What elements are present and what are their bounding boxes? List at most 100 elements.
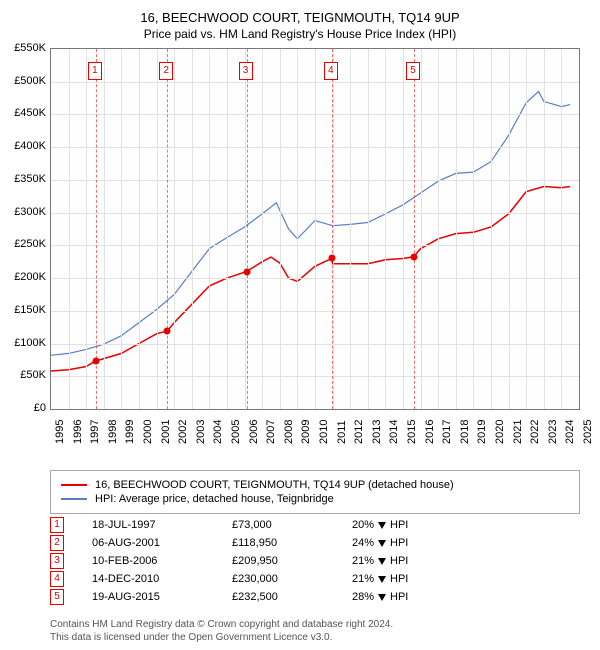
title-block: 16, BEECHWOOD COURT, TEIGNMOUTH, TQ14 9U… bbox=[0, 0, 600, 41]
gridline-v bbox=[438, 49, 439, 409]
x-tick-label: 2017 bbox=[441, 420, 453, 444]
plot-area bbox=[50, 48, 580, 410]
sales-row: 1 18-JUL-1997£73,00020% HPI bbox=[50, 516, 580, 534]
legend-label: HPI: Average price, detached house, Teig… bbox=[95, 493, 334, 505]
y-tick-label: £100K bbox=[2, 337, 46, 349]
gridline-v bbox=[491, 49, 492, 409]
gridline-v bbox=[544, 49, 545, 409]
gridline-v bbox=[262, 49, 263, 409]
x-tick-label: 2021 bbox=[512, 420, 524, 444]
y-tick-label: £0 bbox=[2, 402, 46, 414]
arrow-down-icon bbox=[378, 576, 386, 583]
gridline-v bbox=[333, 49, 334, 409]
title-subtitle: Price paid vs. HM Land Registry's House … bbox=[0, 27, 600, 41]
gridline-v bbox=[280, 49, 281, 409]
x-tick-label: 2025 bbox=[582, 420, 594, 444]
gridline-v bbox=[69, 49, 70, 409]
sales-row: 310-FEB-2006£209,95021% HPI bbox=[50, 552, 580, 570]
sale-vline bbox=[247, 49, 248, 409]
sale-row-marker: 3 bbox=[50, 553, 64, 569]
sale-date: 06-AUG-2001 bbox=[92, 534, 232, 552]
x-tick-label: 2016 bbox=[424, 420, 436, 444]
sale-delta: 21% HPI bbox=[352, 570, 472, 588]
sale-date: 10-FEB-2006 bbox=[92, 552, 232, 570]
legend-swatch bbox=[61, 498, 87, 500]
x-tick-label: 2010 bbox=[318, 420, 330, 444]
gridline-v bbox=[509, 49, 510, 409]
arrow-down-icon bbox=[378, 540, 386, 547]
title-address: 16, BEECHWOOD COURT, TEIGNMOUTH, TQ14 9U… bbox=[0, 10, 600, 25]
x-tick-label: 2011 bbox=[336, 420, 348, 444]
gridline-v bbox=[403, 49, 404, 409]
sale-delta: 20% HPI bbox=[352, 516, 472, 534]
y-tick-label: £300K bbox=[2, 206, 46, 218]
gridline-v bbox=[421, 49, 422, 409]
x-tick-label: 2020 bbox=[494, 420, 506, 444]
x-tick-label: 2001 bbox=[160, 420, 172, 444]
sale-row-marker: 2 bbox=[50, 535, 64, 551]
y-tick-label: £500K bbox=[2, 75, 46, 87]
x-tick-label: 2000 bbox=[142, 420, 154, 444]
x-tick-label: 2012 bbox=[353, 420, 365, 444]
legend: 16, BEECHWOOD COURT, TEIGNMOUTH, TQ14 9U… bbox=[50, 470, 580, 514]
y-tick-label: £450K bbox=[2, 107, 46, 119]
sale-marker-box: 2 bbox=[159, 62, 173, 80]
sales-row: 206-AUG-2001£118,95024% HPI bbox=[50, 534, 580, 552]
gridline-v bbox=[174, 49, 175, 409]
x-tick-label: 1995 bbox=[54, 420, 66, 444]
arrow-down-icon bbox=[378, 522, 386, 529]
x-tick-label: 2005 bbox=[230, 420, 242, 444]
sales-row: 519-AUG-2015£232,50028% HPI bbox=[50, 588, 580, 606]
x-tick-label: 2003 bbox=[195, 420, 207, 444]
x-tick-label: 2014 bbox=[388, 420, 400, 444]
sale-row-marker: 4 bbox=[50, 571, 64, 587]
sale-delta: 24% HPI bbox=[352, 534, 472, 552]
sales-row: 414-DEC-2010£230,00021% HPI bbox=[50, 570, 580, 588]
gridline-v bbox=[350, 49, 351, 409]
sale-vline bbox=[332, 49, 333, 409]
gridline-v bbox=[526, 49, 527, 409]
y-tick-label: £250K bbox=[2, 238, 46, 250]
y-tick-label: £150K bbox=[2, 304, 46, 316]
gridline-v bbox=[473, 49, 474, 409]
x-tick-label: 2006 bbox=[248, 420, 260, 444]
gridline-v bbox=[192, 49, 193, 409]
sale-vline bbox=[96, 49, 97, 409]
y-tick-label: £550K bbox=[2, 42, 46, 54]
x-tick-label: 1999 bbox=[124, 420, 136, 444]
sale-point bbox=[411, 253, 418, 260]
sale-row-marker: 1 bbox=[50, 517, 64, 533]
footer: Contains HM Land Registry data © Crown c… bbox=[50, 618, 393, 644]
sale-point bbox=[164, 328, 171, 335]
arrow-down-icon bbox=[378, 558, 386, 565]
y-tick-label: £350K bbox=[2, 173, 46, 185]
sale-marker-box: 5 bbox=[406, 62, 420, 80]
x-tick-label: 1998 bbox=[107, 420, 119, 444]
x-tick-label: 2008 bbox=[283, 420, 295, 444]
legend-swatch bbox=[61, 484, 87, 486]
sale-delta: 28% HPI bbox=[352, 588, 472, 606]
gridline-v bbox=[561, 49, 562, 409]
sale-price: £73,000 bbox=[232, 516, 352, 534]
x-tick-label: 2009 bbox=[300, 420, 312, 444]
sale-marker-box: 4 bbox=[324, 62, 338, 80]
legend-item: 16, BEECHWOOD COURT, TEIGNMOUTH, TQ14 9U… bbox=[61, 479, 569, 491]
x-tick-label: 2004 bbox=[212, 420, 224, 444]
sale-date: 19-AUG-2015 bbox=[92, 588, 232, 606]
sale-price: £232,500 bbox=[232, 588, 352, 606]
y-tick-label: £200K bbox=[2, 271, 46, 283]
sale-date: 18-JUL-1997 bbox=[92, 516, 232, 534]
x-tick-label: 2007 bbox=[265, 420, 277, 444]
chart-container: 16, BEECHWOOD COURT, TEIGNMOUTH, TQ14 9U… bbox=[0, 0, 600, 650]
sale-point bbox=[92, 358, 99, 365]
x-tick-label: 1996 bbox=[72, 420, 84, 444]
sale-vline bbox=[414, 49, 415, 409]
gridline-v bbox=[121, 49, 122, 409]
gridline-v bbox=[157, 49, 158, 409]
x-tick-label: 2023 bbox=[547, 420, 559, 444]
sale-vline bbox=[167, 49, 168, 409]
sale-marker-box: 1 bbox=[88, 62, 102, 80]
x-tick-label: 2019 bbox=[476, 420, 488, 444]
gridline-v bbox=[227, 49, 228, 409]
footer-line: This data is licensed under the Open Gov… bbox=[50, 631, 393, 644]
